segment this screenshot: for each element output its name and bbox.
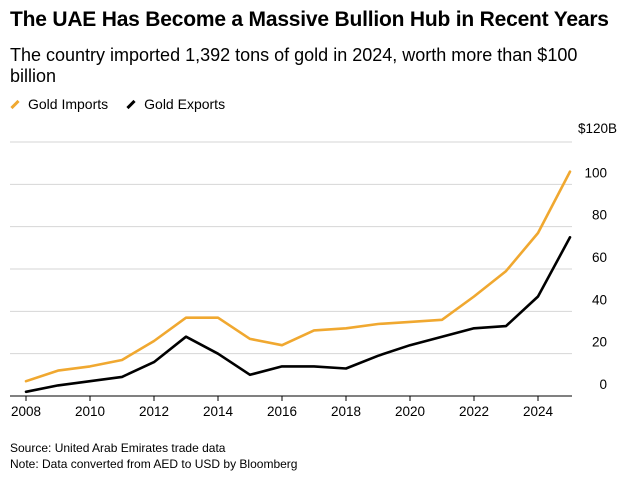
data-point-gold-exports	[89, 380, 91, 382]
data-point-gold-imports	[441, 319, 443, 321]
data-point-gold-imports	[537, 232, 539, 234]
data-point-gold-imports	[569, 170, 571, 172]
data-point-gold-exports	[121, 376, 123, 378]
data-point-gold-exports	[153, 361, 155, 363]
data-point-gold-imports	[249, 338, 251, 340]
data-point-gold-exports	[377, 355, 379, 357]
data-point-gold-imports	[281, 344, 283, 346]
data-point-gold-imports	[217, 316, 219, 318]
data-point-gold-imports	[473, 295, 475, 297]
data-point-gold-exports	[537, 295, 539, 297]
legend: Gold Imports Gold Exports	[10, 95, 243, 113]
data-point-gold-exports	[249, 374, 251, 376]
data-point-gold-exports	[217, 352, 219, 354]
data-note: Note: Data converted from AED to USD by …	[10, 457, 298, 471]
y-tick-label: 20	[592, 335, 607, 350]
data-point-gold-imports	[153, 340, 155, 342]
data-point-gold-imports	[409, 321, 411, 323]
legend-label-gold-exports: Gold Exports	[144, 96, 226, 112]
y-tick-label: 60	[592, 250, 607, 265]
chart-title: The UAE Has Become a Massive Bullion Hub…	[10, 8, 609, 31]
data-point-gold-exports	[345, 367, 347, 369]
data-point-gold-imports	[57, 369, 59, 371]
x-tick-label: 2020	[395, 404, 425, 419]
legend-label-gold-imports: Gold Imports	[28, 96, 109, 112]
x-tick-label: 2022	[459, 404, 489, 419]
data-point-gold-imports	[25, 380, 27, 382]
source-note: Source: United Arab Emirates trade data	[10, 441, 226, 455]
data-point-gold-imports	[345, 327, 347, 329]
chart-subtitle: The country imported 1,392 tons of gold …	[10, 45, 578, 86]
data-point-gold-exports	[569, 236, 571, 238]
data-point-gold-imports	[121, 359, 123, 361]
data-point-gold-imports	[185, 316, 187, 318]
data-point-gold-exports	[409, 344, 411, 346]
data-point-gold-exports	[505, 325, 507, 327]
x-tick-label: 2014	[203, 404, 234, 419]
data-point-gold-imports	[377, 323, 379, 325]
x-tick-label: 2012	[139, 404, 169, 419]
data-point-gold-imports	[89, 365, 91, 367]
x-tick-label: 2018	[331, 404, 361, 419]
legend-item-gold-exports: Gold Exports	[126, 96, 225, 112]
y-tick-label: 40	[592, 292, 607, 307]
x-tick-label: 2010	[75, 404, 105, 419]
data-point-gold-exports	[281, 365, 283, 367]
y-tick-label: 80	[592, 208, 607, 223]
data-point-gold-exports	[25, 391, 27, 393]
y-axis-unit-label: $120B	[578, 121, 617, 136]
y-tick-label: 100	[584, 165, 607, 180]
data-point-gold-exports	[185, 336, 187, 338]
series-line-gold-exports	[24, 236, 572, 394]
x-tick-label: 2016	[267, 404, 297, 419]
data-point-gold-exports	[473, 327, 475, 329]
x-tick-label: 2024	[523, 404, 554, 419]
x-tick-label: 2008	[11, 404, 41, 419]
data-point-gold-exports	[441, 336, 443, 338]
data-point-gold-exports	[313, 365, 315, 367]
data-point-gold-imports	[313, 329, 315, 331]
data-point-gold-exports	[57, 384, 59, 386]
y-tick-label: 0	[599, 377, 607, 392]
series-line-gold-imports	[24, 170, 572, 383]
data-point-gold-imports	[505, 270, 507, 272]
legend-item-gold-imports: Gold Imports	[10, 96, 108, 112]
